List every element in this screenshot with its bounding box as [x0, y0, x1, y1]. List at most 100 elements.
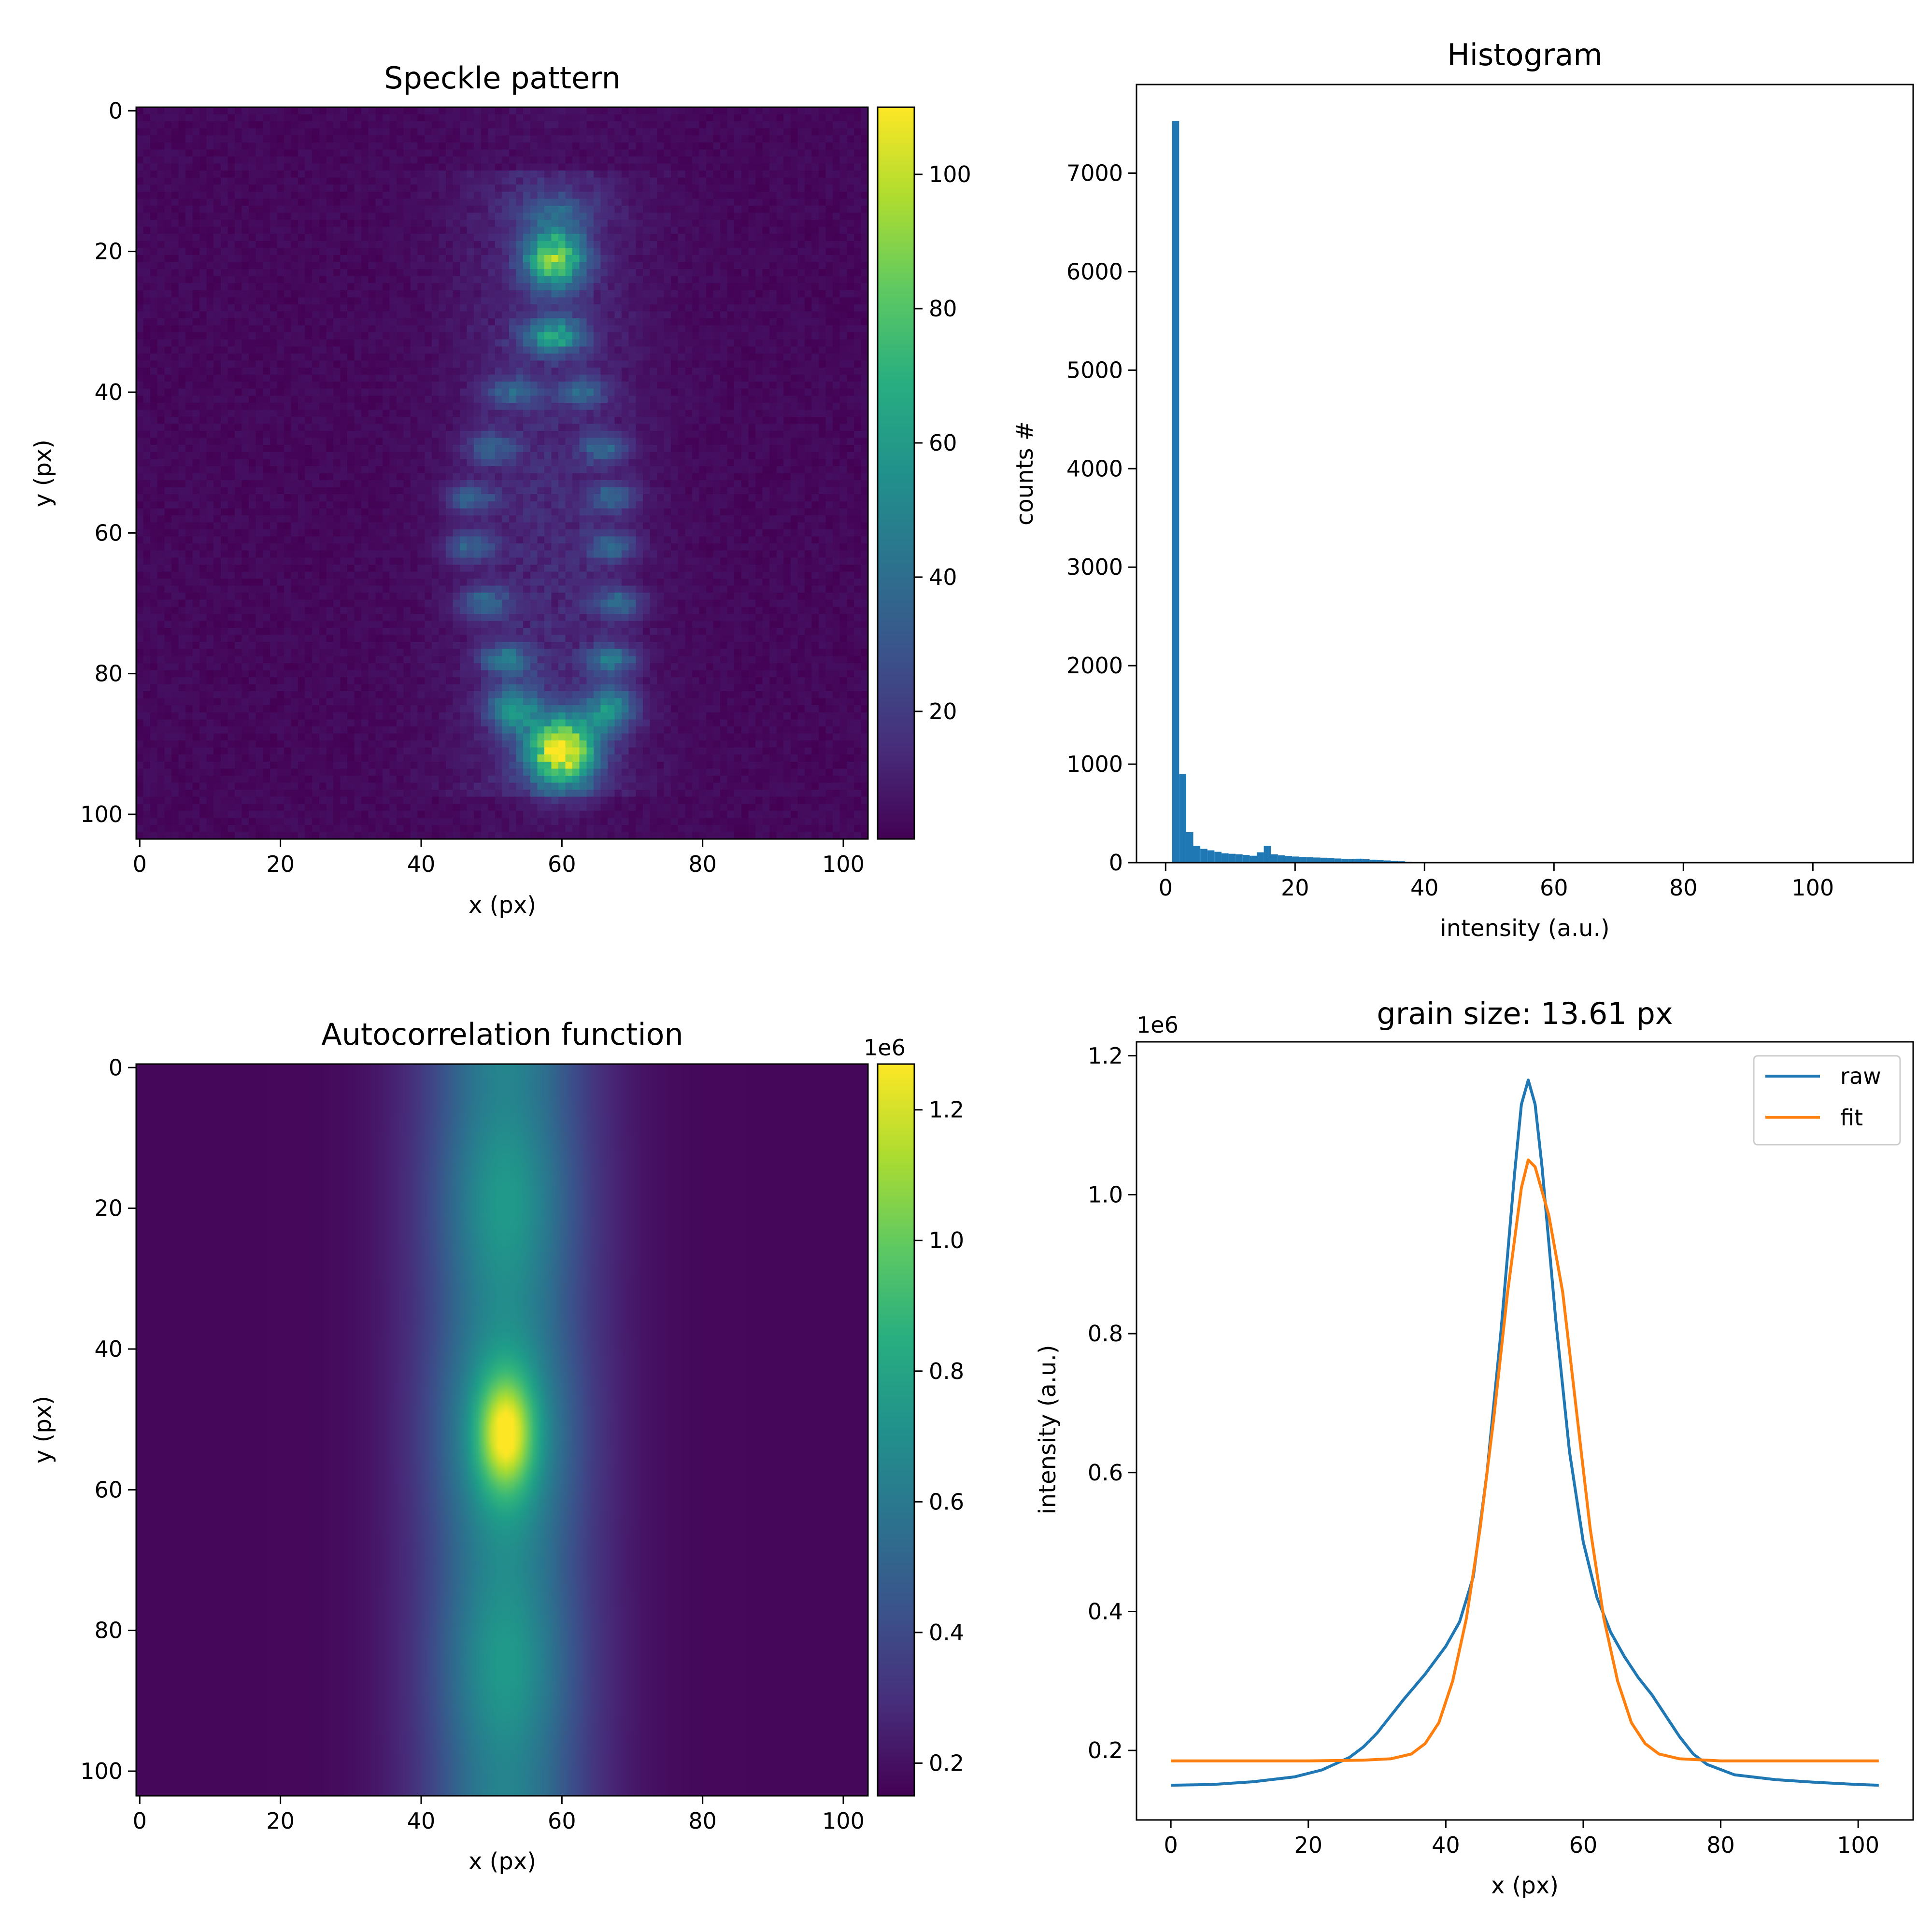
histogram-bar	[1186, 832, 1193, 863]
histogram-x-ticks: 0 20 40 60 80 100	[1159, 863, 1834, 901]
histogram-bar	[1193, 846, 1201, 863]
x-tick-label: 20	[266, 1808, 295, 1834]
series-line-fit	[1171, 1158, 1879, 1762]
colorbar-tick-label: 0.4	[929, 1619, 964, 1646]
x-tick-label: 0	[133, 1808, 147, 1834]
y-tick-label: 20	[94, 239, 123, 265]
x-tick-label: 0	[1159, 875, 1173, 901]
histogram-bar	[1236, 854, 1243, 863]
legend-box	[1753, 1055, 1901, 1146]
histogram-y-ticks: 0 1000 2000 3000 4000 5000 6000 7000	[1066, 160, 1136, 876]
y-tick-label: 100	[80, 1758, 123, 1784]
speckle-ylabel: y (px)	[29, 440, 57, 507]
y-tick-label: 4000	[1066, 455, 1123, 482]
profile-offset-label: 1e6	[1136, 1012, 1179, 1038]
x-tick-label: 80	[1669, 875, 1698, 901]
speckle-xlabel: x (px)	[469, 892, 536, 919]
y-tick-label: 0.6	[1088, 1460, 1123, 1486]
speckle-colorbar-ticks: 20 40 60 80 100	[914, 161, 971, 724]
x-tick-label: 20	[1294, 1832, 1322, 1858]
x-tick-label: 80	[688, 851, 717, 877]
histogram-bar	[1264, 846, 1271, 863]
y-tick-label: 60	[94, 1477, 123, 1503]
autocorrelation-xlabel: x (px)	[469, 1848, 536, 1875]
histogram-panel: Histogram 0 20 40 60 80 100 0 1000 2000 3000 4000…	[1011, 37, 1914, 942]
histogram-bar	[1207, 850, 1215, 863]
colorbar-tick-label: 80	[929, 296, 957, 322]
y-tick-label: 0	[109, 1054, 123, 1080]
y-tick-label: 40	[94, 379, 123, 405]
colorbar-tick-label: 60	[929, 430, 957, 456]
y-tick-label: 0.8	[1088, 1321, 1123, 1347]
profile-title: grain size: 13.61 px	[1377, 996, 1673, 1031]
histogram-bar	[1179, 774, 1186, 863]
colorbar-tick-label: 1.2	[929, 1097, 964, 1123]
x-tick-label: 40	[407, 1808, 436, 1834]
histogram-bar	[1256, 852, 1264, 863]
autocorrelation-image	[136, 1064, 868, 1796]
speckle-heatmap	[136, 107, 868, 839]
y-tick-label: 60	[94, 520, 123, 546]
y-tick-label: 80	[94, 661, 123, 687]
histogram-bar	[1383, 860, 1391, 863]
speckle-image	[136, 107, 868, 839]
profile-xlabel: x (px)	[1491, 1872, 1559, 1899]
x-tick-label: 80	[1706, 1832, 1735, 1858]
series-line-raw	[1171, 1079, 1879, 1787]
y-tick-label: 100	[80, 801, 123, 827]
y-tick-label: 7000	[1066, 160, 1123, 186]
colorbar-tick-label: 20	[929, 698, 957, 724]
y-tick-label: 1.2	[1088, 1043, 1123, 1069]
y-tick-label: 1.0	[1088, 1181, 1123, 1208]
x-tick-label: 40	[407, 851, 436, 877]
y-tick-label: 0.2	[1088, 1737, 1123, 1763]
profile-x-ticks: 0 20 40 60 80 100	[1164, 1820, 1879, 1858]
autocorrelation-colorbar	[877, 1063, 915, 1797]
histogram-bar	[1299, 857, 1307, 863]
y-tick-label: 6000	[1066, 258, 1123, 284]
profile-legend: raw fit	[1753, 1055, 1901, 1146]
x-tick-label: 100	[1837, 1832, 1879, 1858]
histogram-bar	[1278, 855, 1285, 863]
y-tick-label: 0	[109, 98, 123, 124]
x-tick-label: 60	[1540, 875, 1568, 901]
histogram-xlabel: intensity (a.u.)	[1440, 915, 1609, 942]
autocorrelation-frame	[135, 1063, 869, 1797]
y-tick-label: 0.4	[1088, 1598, 1123, 1624]
profile-y-ticks: 0.2 0.4 0.6 0.8 1.0 1.2	[1088, 1043, 1136, 1763]
histogram-bar	[1369, 859, 1377, 863]
y-tick-label: 2000	[1066, 653, 1123, 679]
histogram-bar	[1363, 859, 1370, 863]
histogram-bar	[1172, 121, 1179, 863]
speckle-title: Speckle pattern	[384, 60, 621, 96]
histogram-bar	[1320, 857, 1328, 863]
histogram-bar	[1228, 853, 1236, 863]
speckle-panel: Speckle pattern 0 20 40 60 80 100 0 20 40 60 80 10…	[29, 60, 971, 919]
histogram-ylabel: counts #	[1011, 421, 1038, 526]
histogram-bar	[1242, 855, 1250, 863]
profile-panel: grain size: 13.61 px 1e6 0 20 40 60 80 100 0.…	[1034, 996, 1914, 1899]
histogram-bar	[1355, 858, 1363, 863]
speckle-y-ticks: 0 20 40 60 80 100	[80, 98, 136, 827]
speckle-colorbar	[877, 106, 915, 840]
x-tick-label: 20	[266, 851, 295, 877]
speckle-x-ticks: 0 20 40 60 80 100	[133, 839, 865, 877]
x-tick-label: 60	[548, 851, 576, 877]
autocorrelation-title: Autocorrelation function	[321, 1017, 683, 1052]
colorbar-tick-label: 40	[929, 564, 957, 590]
histogram-title: Histogram	[1447, 37, 1603, 72]
legend-fit-label: fit	[1840, 1105, 1863, 1131]
x-tick-label: 0	[1164, 1832, 1178, 1858]
histogram-bar	[1221, 853, 1229, 863]
x-tick-label: 100	[822, 851, 865, 877]
histogram-bar	[1391, 861, 1398, 863]
legend-raw-label: raw	[1840, 1063, 1881, 1089]
x-tick-label: 100	[1791, 875, 1834, 901]
colorbar-tick-label: 0.8	[929, 1358, 964, 1384]
histogram-bar	[1292, 856, 1299, 863]
profile-frame	[1136, 1041, 1914, 1821]
autocorrelation-y-ticks: 0 20 40 60 80 100	[80, 1054, 136, 1784]
histogram-bar	[1250, 855, 1257, 863]
autocorrelation-x-ticks: 0 20 40 60 80 100	[133, 1796, 865, 1834]
